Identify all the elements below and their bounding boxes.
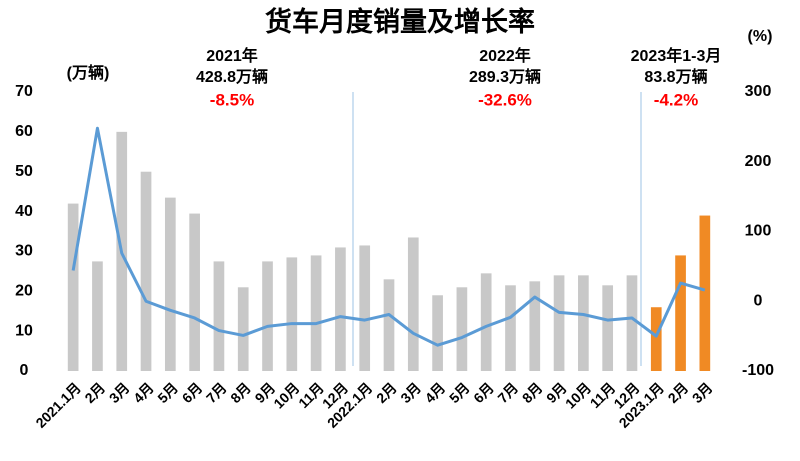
y2-tick-label: 100 xyxy=(745,223,772,240)
x-tick-label: 2021.1月 xyxy=(32,379,83,430)
y-tick-label: 10 xyxy=(15,322,33,339)
x-tick-label: 3月 xyxy=(106,379,133,406)
x-tick-label: 5月 xyxy=(446,379,473,406)
annotation-text: 2022年 xyxy=(479,46,531,65)
y-tick-label: 50 xyxy=(15,163,33,180)
annotation-change: -8.5% xyxy=(210,90,254,109)
y-tick-label: 70 xyxy=(15,83,33,100)
x-tick-label: 10月 xyxy=(270,379,302,411)
annotation-text: 289.3万辆 xyxy=(469,67,541,86)
y-tick-label: 40 xyxy=(15,203,33,220)
bar xyxy=(335,247,346,371)
y-axis-label: (万辆) xyxy=(67,63,110,82)
bar xyxy=(67,203,79,371)
x-tick-label: 3月 xyxy=(689,379,716,406)
x-tick-label: 3月 xyxy=(397,379,424,406)
bar xyxy=(383,279,395,371)
x-tick-label: 8月 xyxy=(519,379,546,406)
y2-tick-label: 300 xyxy=(745,83,772,100)
x-tick-label: 2月 xyxy=(373,379,400,406)
y-tick-label: 20 xyxy=(15,283,33,300)
annotation-change: -32.6% xyxy=(478,90,532,109)
bar xyxy=(432,295,443,371)
annotation-text: 2021年 xyxy=(206,46,258,65)
bar xyxy=(675,255,686,371)
y2-tick-label: 0 xyxy=(754,292,763,309)
bar xyxy=(626,275,638,371)
y-tick-label: 60 xyxy=(15,123,33,140)
bar xyxy=(262,261,273,371)
bar xyxy=(602,285,614,371)
bar xyxy=(505,285,516,371)
bar xyxy=(164,197,176,371)
x-tick-label: 8月 xyxy=(227,379,254,406)
x-tick-label: 4月 xyxy=(130,379,157,406)
x-tick-label: 6月 xyxy=(179,379,206,406)
x-tick-label: 6月 xyxy=(470,379,497,406)
x-tick-label: 2月 xyxy=(81,379,108,406)
bar xyxy=(310,255,322,371)
annotation-text: 2023年1-3月 xyxy=(631,46,722,65)
x-tick-label: 10月 xyxy=(562,379,594,411)
bar xyxy=(578,275,589,371)
bar xyxy=(529,281,541,371)
bar xyxy=(237,287,249,371)
annotation-text: 428.8万辆 xyxy=(196,67,268,86)
line xyxy=(71,126,706,347)
y2-axis-label: (%) xyxy=(748,28,773,45)
y-tick-label: 0 xyxy=(20,362,29,379)
x-tick-label: 11月 xyxy=(295,379,327,411)
chart-title: 货车月度销量及增长率 xyxy=(265,6,535,37)
x-tick-label: 2月 xyxy=(665,379,692,406)
bar xyxy=(480,273,492,371)
x-tick-label: 11月 xyxy=(587,379,619,411)
bar xyxy=(456,287,468,371)
annotation-change: -4.2% xyxy=(654,90,698,109)
y2-tick-label: 200 xyxy=(745,153,772,170)
y-tick-label: 30 xyxy=(15,243,33,260)
bar xyxy=(189,213,200,371)
bar xyxy=(92,261,103,371)
x-tick-label: 7月 xyxy=(203,379,230,406)
bar xyxy=(213,261,225,371)
bar xyxy=(407,237,419,371)
bar xyxy=(699,215,711,371)
x-tick-label: 5月 xyxy=(154,379,181,406)
bar xyxy=(140,171,152,371)
bar xyxy=(553,275,565,371)
x-tick-label: 4月 xyxy=(422,379,449,406)
x-tick-label: 7月 xyxy=(494,379,521,406)
bar xyxy=(286,257,298,371)
bar xyxy=(359,245,371,371)
y2-tick-label: -100 xyxy=(742,362,774,379)
annotation-text: 83.8万辆 xyxy=(644,67,707,86)
bar xyxy=(650,307,662,371)
